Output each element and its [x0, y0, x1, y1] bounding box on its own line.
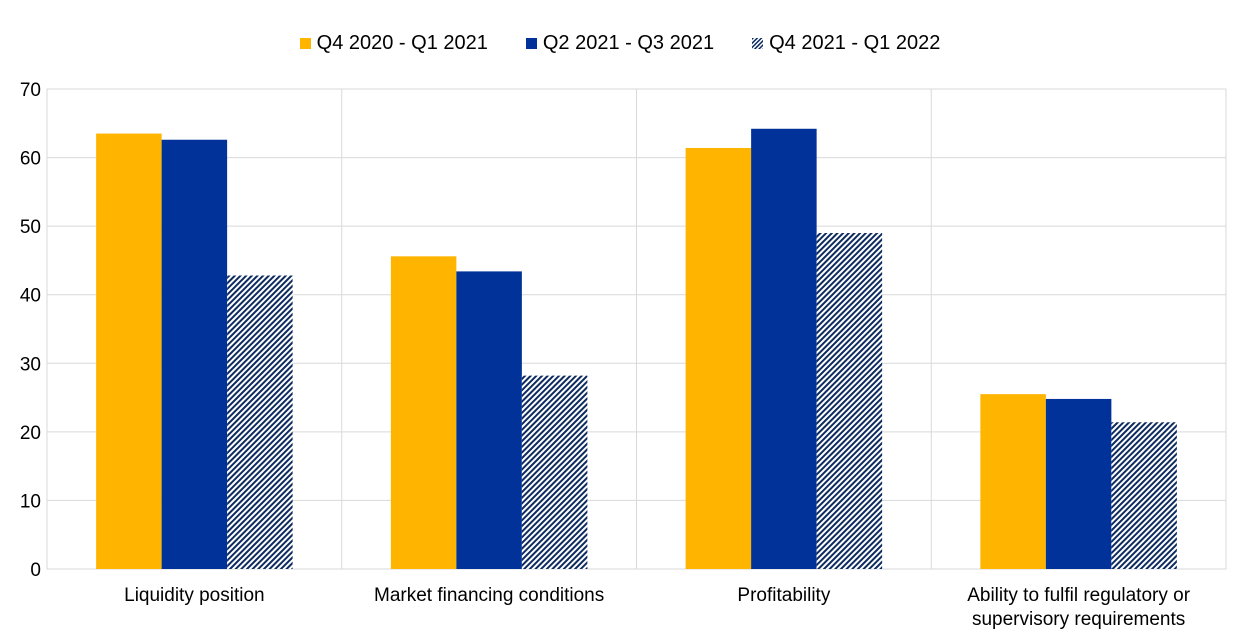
- x-category-label-4-line-1: Ability to fulfil regulatory or: [967, 585, 1190, 606]
- axis-layer: 0 10 20 30 40 50 60 70 Liquidity position Market …: [20, 80, 1191, 630]
- legend-swatch-series-3: [752, 37, 764, 49]
- x-category-label-3: Profitability: [737, 585, 830, 606]
- legend-swatch-series-1: [299, 37, 311, 49]
- y-tick-label-0: 0: [30, 560, 41, 581]
- bar-2-cat-3: [751, 128, 817, 569]
- bar-1-cat-3: [685, 147, 752, 569]
- legend-item-series-3: Q4 2021 - Q1 2022: [752, 32, 940, 55]
- bar-3-cat-2: [521, 375, 588, 569]
- x-category-label-2: Market financing conditions: [374, 585, 604, 606]
- legend-label-series-2: Q2 2021 - Q3 2021: [542, 31, 715, 54]
- bar-2-cat-4: [1045, 398, 1112, 569]
- legend-label-series-3: Q4 2021 - Q1 2022: [769, 31, 941, 54]
- x-category-label-4-line-2: supervisory requirements: [972, 609, 1185, 630]
- y-tick-label-30: 30: [20, 354, 41, 375]
- legend-swatch-series-2: [525, 37, 537, 49]
- y-tick-label-50: 50: [20, 217, 41, 238]
- y-tick-label-10: 10: [20, 491, 41, 512]
- x-category-label-1: Liquidity position: [124, 585, 264, 606]
- bars-layer: [96, 128, 1177, 570]
- bar-1-cat-4: [980, 394, 1046, 569]
- y-tick-label-20: 20: [20, 423, 41, 444]
- legend-label-series-1: Q4 2020 - Q1 2021: [316, 31, 488, 54]
- bar-2-cat-1: [161, 139, 228, 569]
- bar-1-cat-2: [390, 256, 457, 569]
- y-tick-label-70: 70: [20, 80, 41, 101]
- bar-2-cat-2: [456, 271, 522, 569]
- y-tick-label-60: 60: [20, 149, 41, 170]
- bar-3-cat-3: [816, 233, 883, 569]
- bar-3-cat-1: [227, 275, 293, 569]
- y-tick-label-40: 40: [20, 286, 41, 307]
- bar-1-cat-1: [96, 133, 162, 570]
- legend-item-series-1: Q4 2020 - Q1 2021: [299, 31, 488, 55]
- bar-3-cat-4: [1111, 422, 1177, 569]
- legend-item-series-2: Q2 2021 - Q3 2021: [525, 31, 715, 55]
- chart-legend: Q4 2020 - Q1 2021 Q2 2021 - Q3 2021 Q4 2…: [0, 30, 1240, 56]
